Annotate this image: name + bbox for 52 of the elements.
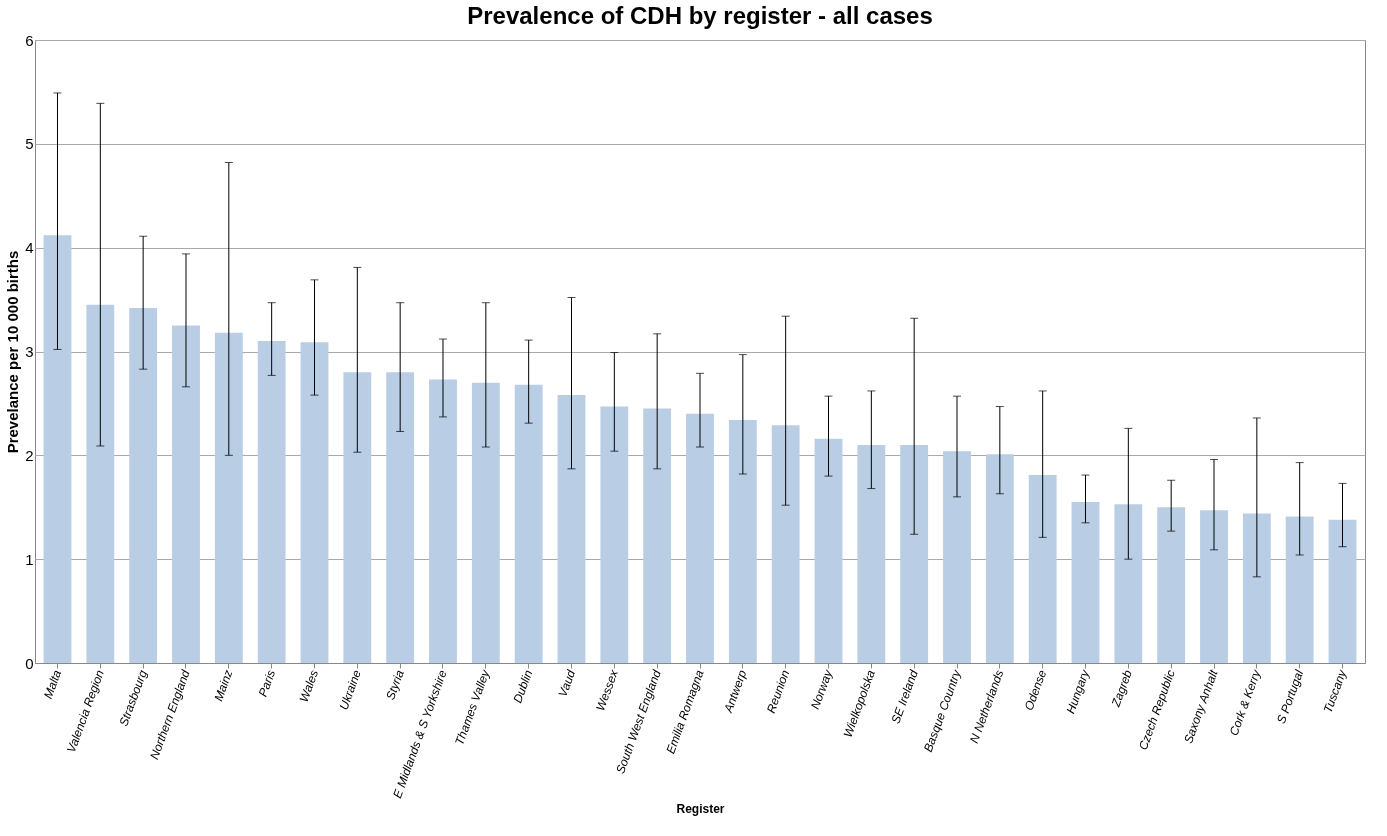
x-axis-title: Register: [676, 801, 725, 816]
bar: [771, 425, 800, 663]
bar: [600, 406, 629, 663]
bar: [985, 454, 1014, 663]
bar: [214, 332, 243, 663]
x-tick-label: Paris: [255, 668, 279, 699]
x-tick-label: Dublin: [510, 667, 536, 705]
bar: [1200, 510, 1228, 663]
bar: [943, 451, 971, 663]
y-tick-label: 3: [25, 343, 34, 360]
bar: [857, 444, 886, 663]
x-tick-label: SE Ireland: [888, 667, 921, 726]
bar: [343, 372, 372, 663]
y-tick-label: 0: [25, 654, 34, 672]
bar: [514, 384, 543, 663]
bar: [1328, 519, 1357, 663]
bar: [1114, 504, 1143, 663]
bar: [1071, 502, 1100, 663]
bar: [557, 395, 586, 663]
y-tick-label: 5: [25, 135, 34, 153]
bar: [129, 307, 158, 663]
x-tick-label: Zagreb: [1108, 667, 1136, 710]
x-tick-label: Ukraine: [336, 667, 365, 712]
bar: [900, 444, 929, 663]
bar: [172, 325, 200, 663]
bar: [728, 420, 757, 663]
bar: [1157, 507, 1186, 663]
bar: [429, 379, 457, 663]
x-tick-label: Wales: [296, 668, 322, 705]
bar: [471, 382, 500, 663]
y-tick-label: 4: [25, 239, 34, 257]
bar: [643, 408, 672, 663]
y-axis-title: Prevelance per 10 000 births: [4, 250, 22, 454]
y-tick-label: 6: [25, 31, 34, 49]
bar: [1285, 516, 1314, 663]
bar: [257, 341, 286, 663]
y-tick-label: 2: [25, 446, 34, 464]
x-tick-label: Mainz: [211, 668, 236, 703]
x-tick-label: Styria: [383, 667, 407, 702]
bar: [686, 413, 714, 663]
y-tick-label: 1: [25, 550, 34, 568]
x-tick-label: Malta: [40, 667, 65, 701]
x-tick-label: Vaud: [555, 667, 579, 699]
bar: [43, 235, 72, 663]
bar: [86, 304, 115, 663]
x-tick-label: Cork & Kerry: [1226, 667, 1264, 738]
bar: [386, 372, 415, 663]
chart-title: Prevalence of CDH by register - all cases: [467, 2, 933, 29]
bar: [1028, 475, 1057, 663]
bar: [814, 438, 843, 663]
bar: [1242, 513, 1271, 663]
bar: [300, 342, 329, 663]
